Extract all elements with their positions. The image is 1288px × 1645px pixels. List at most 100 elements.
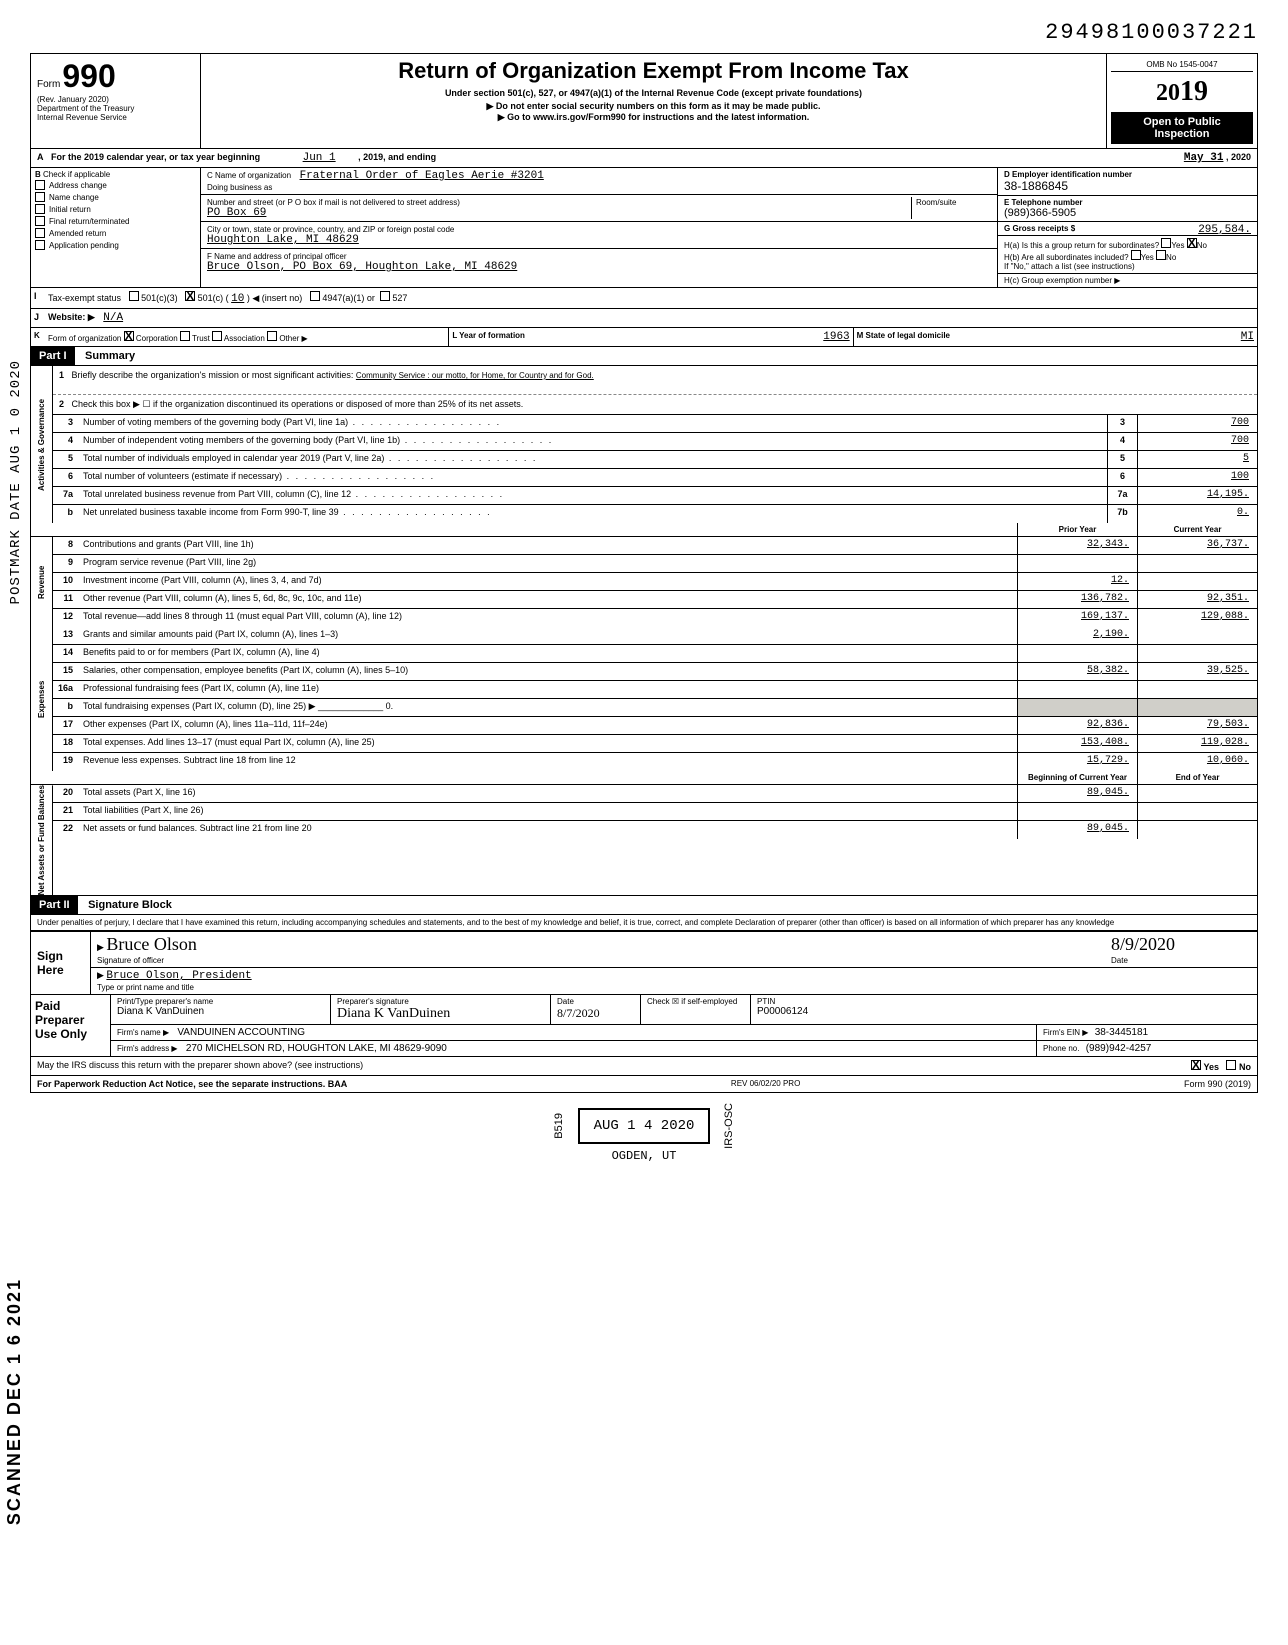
date-label: Date — [1111, 956, 1128, 965]
opt-corporation: Corporation — [136, 334, 178, 343]
chk-4947[interactable] — [310, 291, 320, 301]
form-org-label: Form of organization — [48, 334, 121, 343]
ha-yes-chk[interactable] — [1161, 238, 1171, 248]
discuss-no-chk[interactable] — [1226, 1060, 1236, 1070]
grey-cell — [1137, 699, 1257, 716]
line-num: 14 — [53, 645, 79, 662]
chk-final-return[interactable] — [35, 216, 45, 226]
form-title: Return of Organization Exempt From Incom… — [209, 58, 1098, 84]
summary-double-row: b Total fundraising expenses (Part IX, c… — [53, 699, 1257, 717]
hb-yes: Yes — [1141, 253, 1154, 262]
row-a-text: For the 2019 calendar year, or tax year … — [51, 152, 260, 162]
side-expenses: Expenses — [31, 627, 53, 771]
b519-stamp: B519 — [553, 1113, 565, 1139]
tax-year: 19 — [1180, 76, 1208, 107]
line2-text: Check this box ▶ ☐ if the organization d… — [72, 399, 524, 409]
firm-address-label: Firm's address ▶ — [117, 1044, 178, 1053]
label-j: J — [31, 309, 45, 327]
hb-no-chk[interactable] — [1156, 250, 1166, 260]
line1-label: Briefly describe the organization's miss… — [72, 370, 354, 380]
summary-single-row: b Net unrelated business taxable income … — [53, 505, 1257, 523]
preparer-date-label: Date — [557, 997, 574, 1006]
chk-name-change[interactable] — [35, 192, 45, 202]
line-desc: Other revenue (Part VIII, column (A), li… — [79, 591, 1017, 608]
website-label: Website: ▶ — [48, 312, 95, 322]
preparer-date: 8/7/2020 — [557, 1006, 600, 1020]
hb-yes-chk[interactable] — [1131, 250, 1141, 260]
current-year-value — [1137, 785, 1257, 802]
fy-begin: Jun 1 — [303, 152, 336, 164]
ptin-label: PTIN — [757, 997, 775, 1006]
ha-no-chk[interactable] — [1187, 238, 1197, 248]
chk-527[interactable] — [380, 291, 390, 301]
postmark-stamp: POSTMARK DATE AUG 1 0 2020 — [8, 360, 24, 604]
summary-double-row: 15 Salaries, other compensation, employe… — [53, 663, 1257, 681]
form-label: Form — [37, 79, 60, 90]
preparer-signature: Diana K VanDuinen — [337, 1006, 450, 1021]
line-desc: Professional fundraising fees (Part IX, … — [79, 681, 1017, 698]
discuss-yes-chk[interactable] — [1191, 1060, 1201, 1070]
side-activities-governance: Activities & Governance — [31, 366, 53, 523]
hc-label: H(c) Group exemption number ▶ — [1004, 276, 1120, 285]
open-to-public: Open to Public — [1115, 116, 1249, 128]
chk-501c[interactable] — [185, 291, 195, 301]
line-desc: Benefits paid to or for members (Part IX… — [79, 645, 1017, 662]
label-a: A — [37, 152, 51, 164]
summary-double-row: 14 Benefits paid to or for members (Part… — [53, 645, 1257, 663]
ptin-value: P00006124 — [757, 1006, 808, 1017]
row-j-website: J Website: ▶ N/A — [30, 309, 1258, 328]
received-date-stamp: AUG 1 4 2020 — [578, 1108, 711, 1144]
col-begin-year: Beginning of Current Year — [1017, 771, 1137, 784]
current-year-value: 36,737. — [1137, 537, 1257, 554]
line-box: 5 — [1107, 451, 1137, 468]
firm-address: 270 MICHELSON RD, HOUGHTON LAKE, MI 4862… — [186, 1043, 447, 1054]
label-k: K — [31, 328, 45, 346]
line-desc: Total number of individuals employed in … — [79, 451, 1107, 468]
lbl-initial-return: Initial return — [49, 205, 91, 214]
firm-name-label: Firm's name ▶ — [117, 1028, 169, 1037]
summary-double-row: 22 Net assets or fund balances. Subtract… — [53, 821, 1257, 839]
line1-num: 1 — [59, 370, 64, 380]
chk-application-pending[interactable] — [35, 240, 45, 250]
preparer-name-label: Print/Type preparer's name — [117, 997, 213, 1006]
website-value: N/A — [103, 312, 123, 324]
chk-corporation[interactable] — [124, 331, 134, 341]
prior-year-value: 153,408. — [1017, 735, 1137, 752]
prior-year-value: 12. — [1017, 573, 1137, 590]
self-employed-label: Check ☒ if self-employed — [647, 997, 737, 1006]
street-label: Number and street (or P O box if mail is… — [207, 198, 460, 207]
year-formation: 1963 — [823, 331, 849, 343]
line-num: 20 — [53, 785, 79, 802]
label-i: I — [31, 288, 45, 308]
line-num: 17 — [53, 717, 79, 734]
current-year-value — [1137, 645, 1257, 662]
summary-double-row: 17 Other expenses (Part IX, column (A), … — [53, 717, 1257, 735]
summary-double-row: 18 Total expenses. Add lines 13–17 (must… — [53, 735, 1257, 753]
current-year-value: 92,351. — [1137, 591, 1257, 608]
line-num: 7a — [53, 487, 79, 504]
chk-501c3[interactable] — [129, 291, 139, 301]
prior-year-value: 136,782. — [1017, 591, 1137, 608]
scanned-stamp: SCANNED DEC 1 6 2021 — [4, 1278, 25, 1525]
org-info-block: B Check if applicable Address change Nam… — [30, 168, 1258, 288]
form-header: Form 990 (Rev. January 2020) Department … — [30, 53, 1258, 149]
year-formation-label: L Year of formation — [452, 331, 525, 340]
line-desc: Program service revenue (Part VIII, line… — [79, 555, 1017, 572]
chk-association[interactable] — [212, 331, 222, 341]
line-num: 22 — [53, 821, 79, 839]
fy-end: May 31 — [1184, 152, 1224, 164]
chk-initial-return[interactable] — [35, 204, 45, 214]
501c-number: 10 — [231, 293, 244, 305]
part-ii-signature: Part II Signature Block Under penalties … — [30, 896, 1258, 932]
chk-amended-return[interactable] — [35, 228, 45, 238]
form-number: 990 — [62, 58, 115, 95]
gross-receipts-label: G Gross receipts $ — [1004, 224, 1075, 233]
chk-other[interactable] — [267, 331, 277, 341]
chk-address-change[interactable] — [35, 180, 45, 190]
line-num: 8 — [53, 537, 79, 554]
prior-year-value — [1017, 681, 1137, 698]
line-desc: Salaries, other compensation, employee b… — [79, 663, 1017, 680]
chk-trust[interactable] — [180, 331, 190, 341]
perjury-statement: Under penalties of perjury, I declare th… — [31, 915, 1257, 931]
summary-double-row: 20 Total assets (Part X, line 16) 89,045… — [53, 785, 1257, 803]
